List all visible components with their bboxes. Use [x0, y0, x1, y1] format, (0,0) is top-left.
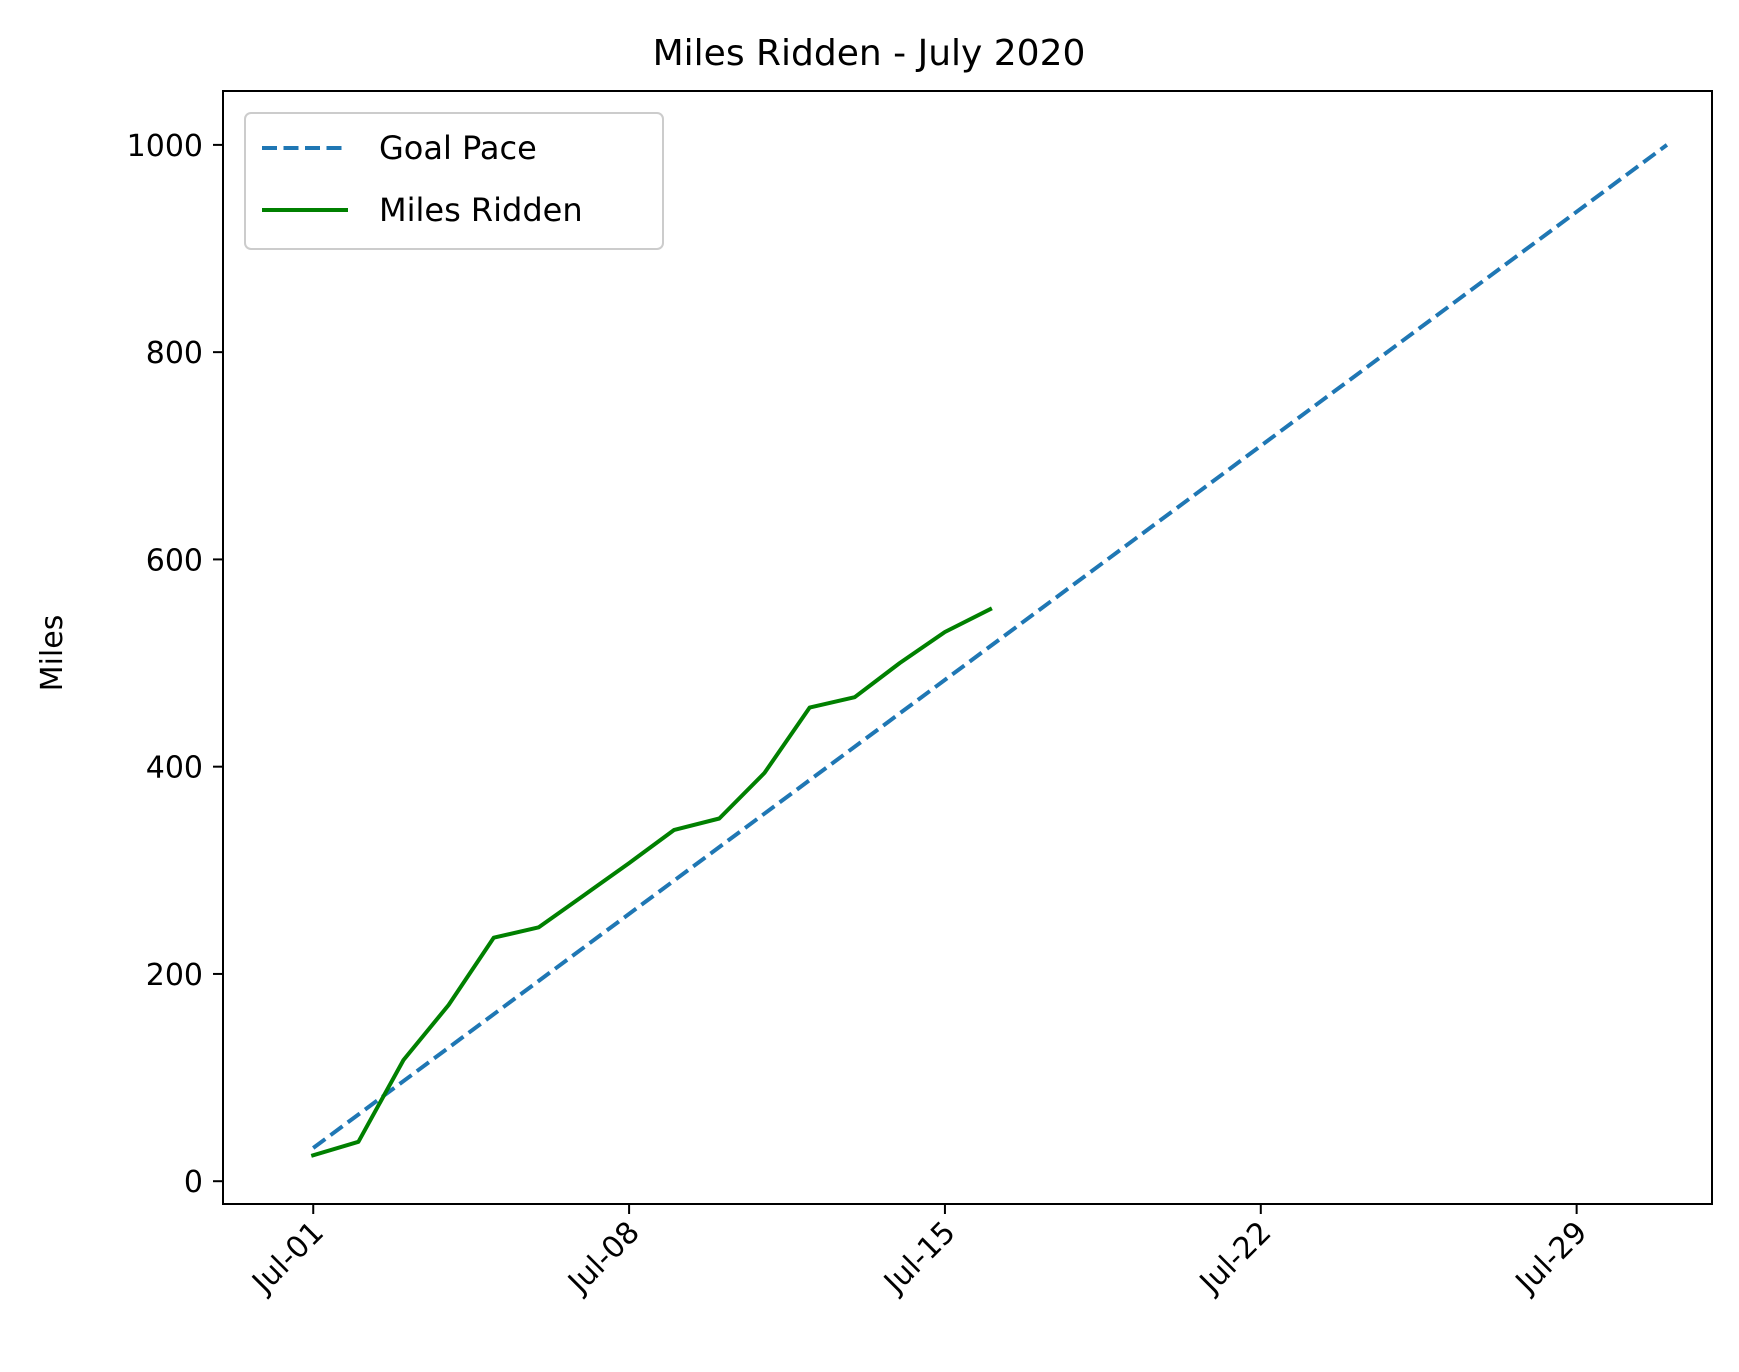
y-axis-label: Miles	[35, 615, 70, 692]
axes-frame	[222, 90, 1713, 1205]
y-tick-label-5: 1000	[127, 129, 203, 164]
y-tick-label-2: 400	[146, 751, 203, 786]
legend-label-0: Goal Pace	[379, 129, 537, 167]
x-tick-label-3: Jul-22	[1192, 1215, 1278, 1301]
series-line-0	[312, 143, 1669, 1150]
x-tick-label-1: Jul-08	[560, 1215, 646, 1301]
legend-label-1: Miles Ridden	[379, 191, 583, 229]
legend-box	[244, 112, 664, 250]
y-tick-label-0: 0	[184, 1165, 203, 1200]
x-tick-label-4: Jul-29	[1508, 1215, 1594, 1301]
y-tick-label-3: 600	[146, 543, 203, 578]
legend: Goal Pace Miles Ridden	[244, 112, 664, 250]
x-tick-label-0: Jul-01	[244, 1215, 330, 1301]
chart-title: Miles Ridden - July 2020	[653, 33, 1086, 74]
y-tick-label-4: 800	[146, 336, 203, 371]
y-tick-label-1: 200	[146, 958, 203, 993]
series-line-1	[310, 606, 993, 1158]
plot-area: 0 200 400 600 800 1000 Jul-01 Jul-08 Jul-15 Jul-2…	[127, 90, 1713, 1301]
x-tick-label-2: Jul-15	[876, 1215, 962, 1301]
